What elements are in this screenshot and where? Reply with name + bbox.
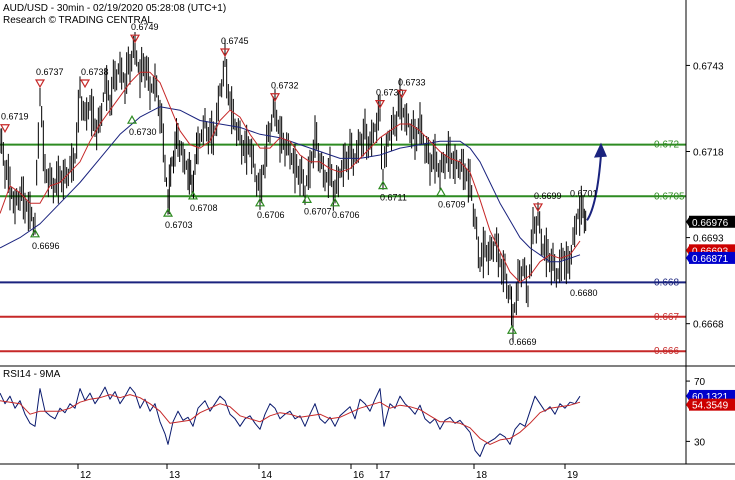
chart-title: AUD/USD - 30min - 02/19/2020 05:28:08 (U… bbox=[3, 3, 226, 14]
swing-high-marker bbox=[0, 124, 11, 133]
swing-low-marker bbox=[254, 197, 266, 207]
time-tick-label: 18 bbox=[476, 470, 488, 480]
level-label: 0.666 bbox=[654, 346, 679, 357]
level-label: 0.668 bbox=[654, 277, 679, 288]
swing-low-label: 0.6706 bbox=[257, 210, 285, 220]
swing-low-label: 0.6709 bbox=[438, 200, 466, 210]
swing-high-label: 0.6737 bbox=[36, 67, 64, 77]
time-tick-label: 17 bbox=[379, 470, 391, 480]
price-tick-label: 0.6693 bbox=[693, 234, 724, 245]
swing-high-label: 0.6699 bbox=[534, 191, 562, 201]
level-label: 0.6705 bbox=[654, 191, 685, 202]
time-tick-label: 16 bbox=[353, 470, 365, 480]
swing-low-marker bbox=[187, 190, 199, 200]
swing-low-label: 0.6669 bbox=[509, 337, 537, 347]
swing-high-label: 0.6738 bbox=[81, 67, 109, 77]
rsi-badge-bg bbox=[689, 398, 735, 411]
price-badge-label: 0.66871 bbox=[692, 254, 729, 265]
swing-low-marker bbox=[29, 228, 41, 238]
price-badge-bg bbox=[689, 215, 735, 228]
swing-high-marker bbox=[79, 79, 91, 89]
time-tick-label: 19 bbox=[567, 470, 579, 480]
rsi-ma-line bbox=[0, 394, 581, 445]
ma-red-line bbox=[0, 71, 581, 283]
swing-low-label: 0.6706 bbox=[332, 210, 360, 220]
rsi-badge-label: 54.3549 bbox=[692, 401, 729, 412]
swing-low-marker bbox=[162, 207, 174, 217]
swing-high-marker bbox=[129, 34, 141, 44]
time-tick-label: 12 bbox=[80, 470, 92, 480]
swing-high-marker bbox=[34, 79, 46, 89]
swing-low-label: 0.6708 bbox=[190, 203, 218, 213]
time-tick-label: 13 bbox=[169, 470, 181, 480]
price-tick-label: 0.6668 bbox=[693, 320, 724, 331]
swing-low-label: 0.6707 bbox=[304, 206, 332, 216]
swing-low-label: 0.6711 bbox=[380, 193, 407, 203]
swing-low-marker bbox=[301, 194, 313, 203]
swing-low-marker bbox=[329, 197, 341, 207]
rsi-badge-label: 60.1321 bbox=[692, 392, 729, 403]
projection-label: 0.6680 bbox=[570, 288, 598, 298]
swing-high-marker bbox=[396, 89, 408, 99]
swing-high-label: 0.6732 bbox=[271, 81, 299, 91]
swing-low-label: 0.6703 bbox=[165, 220, 193, 230]
price-badge-pointer bbox=[686, 251, 690, 264]
level-label: 0.667 bbox=[654, 312, 679, 323]
swing-low-marker bbox=[435, 187, 447, 197]
forecast-arrow-head bbox=[594, 142, 607, 158]
swing-low-marker bbox=[506, 325, 518, 334]
price-tick-label: 0.6718 bbox=[693, 148, 724, 159]
rsi-tick-label: 70 bbox=[694, 377, 706, 388]
swing-low-marker bbox=[377, 180, 389, 190]
projection-label: 0.6701 bbox=[570, 188, 598, 198]
swing-high-label: 0.6730 bbox=[376, 88, 404, 98]
swing-high-label: 0.6745 bbox=[221, 36, 249, 46]
price-tick-label: 0.6743 bbox=[693, 61, 724, 72]
forecast-arrow-line bbox=[586, 154, 602, 221]
swing-low-label: 0.6730 bbox=[129, 127, 157, 137]
rsi-tick-label: 30 bbox=[694, 437, 706, 448]
price-badge-pointer bbox=[686, 215, 690, 228]
rsi-badge-pointer bbox=[686, 398, 690, 411]
swing-high-marker bbox=[374, 100, 386, 109]
level-label: 0.672 bbox=[654, 140, 679, 151]
rsi-title: RSI14 - 9MA bbox=[3, 369, 61, 380]
swing-high-label: 0.6733 bbox=[398, 77, 426, 87]
price-badge-label: 0.66976 bbox=[692, 218, 729, 229]
swing-high-label: 0.6749 bbox=[131, 22, 159, 32]
ma-blue-line bbox=[0, 106, 581, 263]
swing-high-label: 0.6719 bbox=[1, 112, 29, 122]
time-tick-label: 14 bbox=[261, 470, 273, 480]
swing-high-marker bbox=[219, 48, 231, 58]
chart-subtitle: Research © TRADING CENTRAL bbox=[3, 15, 153, 26]
swing-high-marker bbox=[532, 203, 544, 213]
price-badge-bg bbox=[689, 251, 735, 264]
swing-low-label: 0.6696 bbox=[32, 241, 60, 251]
price-badge-label: 0.66693 bbox=[692, 246, 729, 257]
swing-high-marker bbox=[269, 93, 281, 102]
rsi-line bbox=[0, 386, 581, 457]
swing-low-marker bbox=[126, 114, 138, 124]
